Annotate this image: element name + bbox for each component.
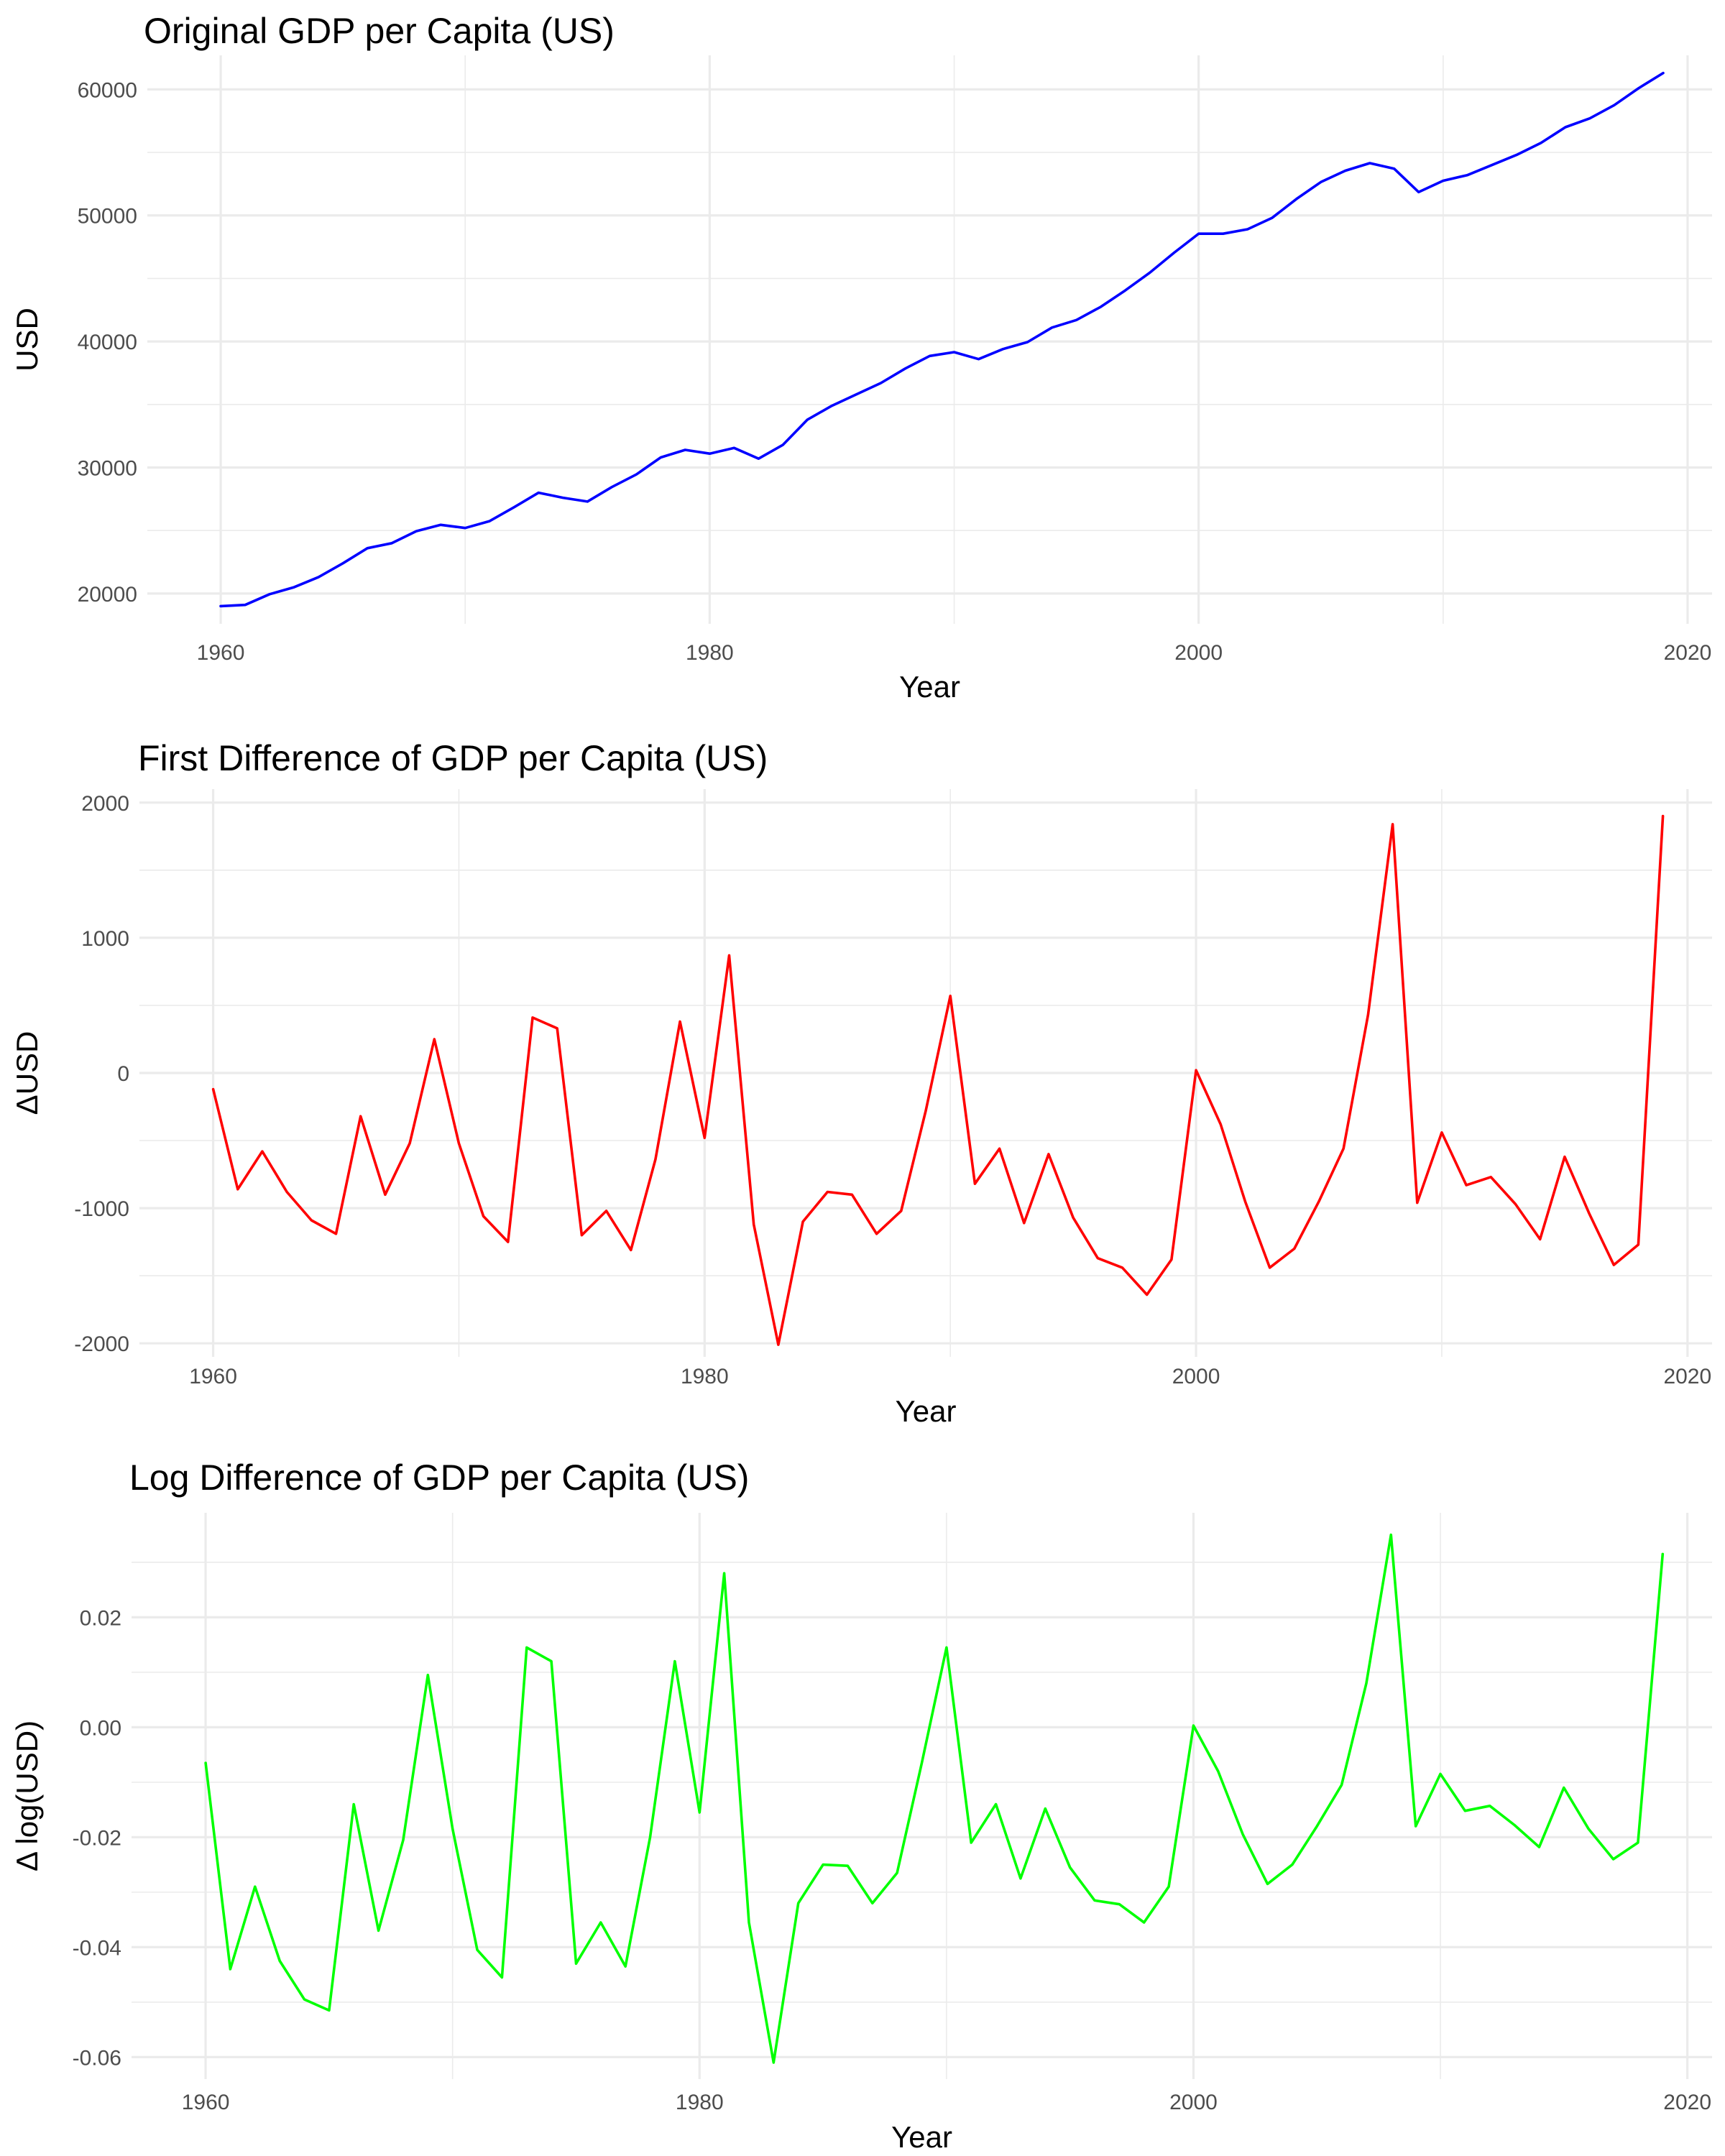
chart-panel-2: -2000 -1000 0 1000 2000 1960 1980 2000 2020 First… <box>10 738 1712 1428</box>
series-line <box>211 814 1665 1346</box>
x-tick-label: 2000 <box>1174 641 1223 665</box>
x-tick-label: 1960 <box>189 1365 237 1388</box>
x-tick-label: 1980 <box>681 1365 729 1388</box>
x-tick-label: 2020 <box>1663 2091 1711 2114</box>
y-tick-label: 30000 <box>78 457 137 481</box>
y-axis-title: USD <box>10 308 44 372</box>
x-tick-label: 2020 <box>1663 1365 1711 1388</box>
y-tick-label: 0 <box>117 1062 129 1086</box>
chart-title: First Difference of GDP per Capita (US) <box>138 738 768 778</box>
y-tick-label: 60000 <box>78 78 137 102</box>
y-tick-label: 0.02 <box>80 1606 121 1630</box>
y-tick-label: 20000 <box>78 583 137 607</box>
y-tick-label: 50000 <box>78 205 137 229</box>
y-tick-label: 0.00 <box>80 1716 121 1740</box>
chart-panel-3: -0.06 -0.04 -0.02 0.00 0.02 1960 1980 2000 2020 L… <box>10 1457 1712 2154</box>
y-tick-label: 2000 <box>81 792 129 816</box>
y-axis-title: ΔUSD <box>10 1031 44 1115</box>
x-tick-label: 2000 <box>1172 1365 1220 1388</box>
x-tick-label: 1980 <box>686 641 734 665</box>
y-tick-label: -1000 <box>74 1197 129 1221</box>
x-axis-title: Year <box>899 670 960 704</box>
y-tick-label: -0.02 <box>73 1826 121 1850</box>
x-axis-title: Year <box>891 2120 952 2154</box>
y-axis-title: Δ log(USD) <box>10 1720 44 1871</box>
x-tick-label: 1980 <box>676 2091 724 2114</box>
y-tick-label: -0.06 <box>73 2046 121 2070</box>
chart-panel-1: 20000 30000 40000 50000 60000 1960 1980 2000 202… <box>10 11 1712 704</box>
series-line <box>204 1533 1665 2064</box>
chart-title: Log Difference of GDP per Capita (US) <box>129 1457 749 1498</box>
x-tick-label: 1960 <box>197 641 245 665</box>
series-line <box>219 71 1665 608</box>
y-tick-label: -2000 <box>74 1332 129 1356</box>
x-tick-label: 1960 <box>182 2091 230 2114</box>
chart-title: Original GDP per Capita (US) <box>144 11 615 51</box>
x-tick-label: 2000 <box>1169 2091 1218 2114</box>
x-tick-label: 2020 <box>1664 641 1712 665</box>
y-tick-label: 1000 <box>81 927 129 951</box>
y-tick-label: 40000 <box>78 331 137 354</box>
x-axis-title: Year <box>896 1394 957 1428</box>
y-tick-label: -0.04 <box>73 1936 121 1960</box>
